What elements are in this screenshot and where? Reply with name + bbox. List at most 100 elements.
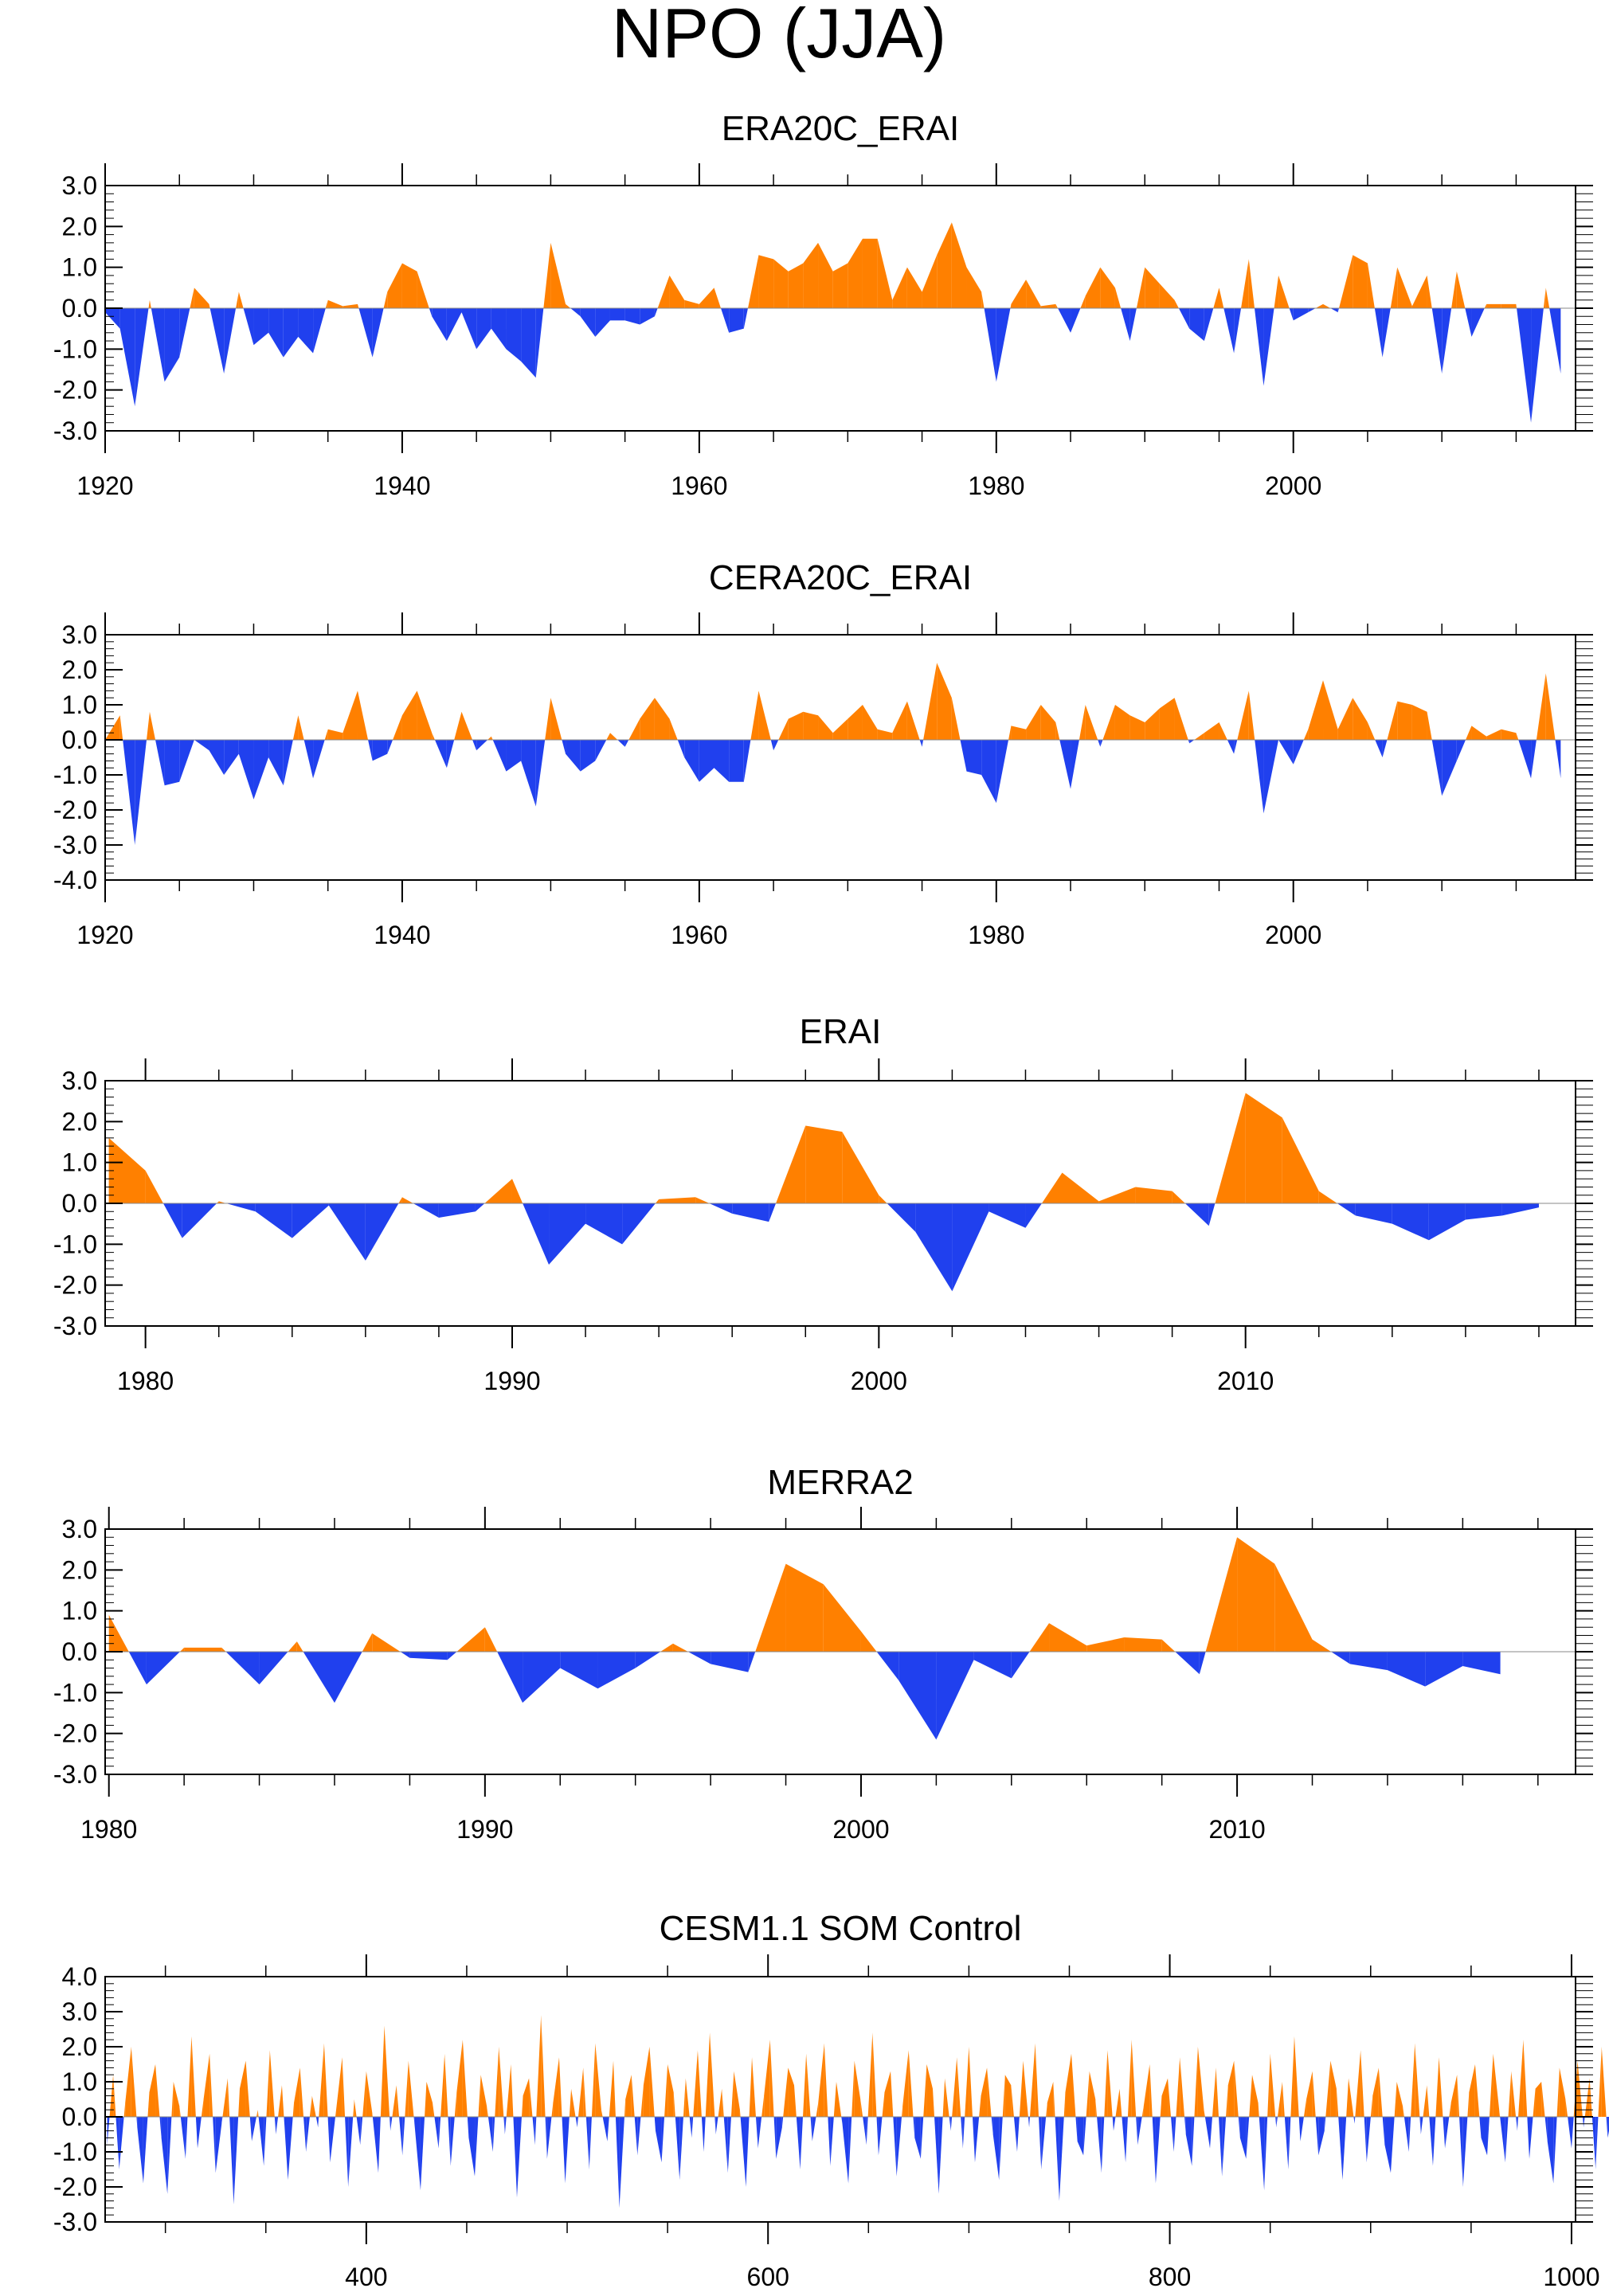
positive-area-segment xyxy=(951,222,967,308)
negative-area-segment xyxy=(609,308,625,321)
negative-area-segment xyxy=(677,740,685,757)
x-tick-label: 2000 xyxy=(851,1367,907,1395)
positive-area-segment xyxy=(1011,2085,1014,2117)
negative-area-segment xyxy=(575,2117,577,2128)
positive-area-segment xyxy=(529,2078,533,2117)
positive-area-segment xyxy=(705,2032,711,2117)
positive-area-segment xyxy=(816,2102,819,2117)
positive-area-segment xyxy=(752,2057,756,2117)
negative-area-segment xyxy=(1293,740,1304,765)
positive-area-segment xyxy=(1353,698,1368,740)
negative-area-segment xyxy=(1428,1203,1466,1241)
positive-area-segment xyxy=(734,2071,740,2117)
positive-area-segment xyxy=(832,263,848,308)
negative-area-segment xyxy=(1392,1203,1429,1241)
positive-area-segment xyxy=(1085,705,1098,740)
positive-area-segment xyxy=(854,2060,861,2117)
negative-area-segment xyxy=(1517,308,1532,423)
positive-area-segment xyxy=(664,2064,668,2117)
positive-area-segment xyxy=(966,267,982,308)
positive-area-segment xyxy=(877,238,893,308)
positive-area-segment xyxy=(693,2050,698,2117)
positive-area-segment xyxy=(697,2050,702,2117)
positive-area-segment xyxy=(824,2043,828,2117)
negative-area-segment xyxy=(123,740,135,845)
negative-area-segment xyxy=(1382,740,1388,757)
y-tick-label: 2.0 xyxy=(62,1555,97,1584)
negative-area-segment xyxy=(348,2117,354,2187)
positive-area-segment xyxy=(714,287,721,308)
positive-area-segment xyxy=(319,2043,324,2117)
positive-area-segment xyxy=(1457,2075,1460,2117)
positive-area-segment xyxy=(1080,295,1086,308)
positive-area-segment xyxy=(965,2047,969,2117)
negative-area-segment xyxy=(1071,740,1079,789)
negative-area-segment xyxy=(1188,740,1190,744)
positive-area-segment xyxy=(1102,705,1115,740)
positive-area-segment xyxy=(882,2092,885,2117)
negative-area-segment xyxy=(973,1652,1012,1679)
positive-area-segment xyxy=(945,2078,949,2117)
positive-area-segment xyxy=(1411,705,1427,740)
negative-area-segment xyxy=(492,2117,495,2152)
negative-area-segment xyxy=(546,2117,552,2159)
positive-area-segment xyxy=(631,2075,635,2117)
y-tick-label: -3.0 xyxy=(53,831,97,859)
negative-area-segment xyxy=(365,1203,399,1261)
positive-area-segment xyxy=(803,711,819,740)
positive-area-segment xyxy=(773,259,789,308)
positive-area-segment xyxy=(239,2060,246,2117)
negative-area-segment xyxy=(589,2117,592,2169)
positive-area-segment xyxy=(1026,705,1041,740)
negative-area-segment xyxy=(699,740,714,782)
positive-area-segment xyxy=(541,2015,546,2117)
negative-area-segment xyxy=(896,2117,902,2177)
positive-area-segment xyxy=(354,2099,357,2117)
negative-area-segment xyxy=(961,2117,963,2149)
negative-area-segment xyxy=(893,2117,897,2177)
negative-area-segment xyxy=(679,2117,683,2181)
positive-area-segment xyxy=(979,2095,981,2117)
negative-area-segment xyxy=(535,740,546,807)
positive-area-segment xyxy=(1387,701,1398,740)
negative-area-segment xyxy=(306,2117,310,2152)
positive-area-segment xyxy=(1325,2060,1331,2117)
positive-area-segment xyxy=(1346,2078,1349,2117)
negative-area-segment xyxy=(812,2117,816,2141)
positive-area-segment xyxy=(1205,1537,1238,1652)
positive-area-segment xyxy=(462,2040,468,2117)
negative-area-segment xyxy=(1387,1652,1426,1687)
positive-area-segment xyxy=(108,1137,146,1203)
positive-area-segment xyxy=(398,1197,402,1203)
positive-area-segment xyxy=(1349,2078,1354,2117)
negative-area-segment xyxy=(1011,1652,1030,1679)
negative-area-segment xyxy=(1606,2117,1608,2138)
negative-area-segment xyxy=(264,2117,267,2166)
positive-area-segment xyxy=(906,701,920,740)
x-tick-label: 1980 xyxy=(117,1367,174,1395)
positive-area-segment xyxy=(119,715,123,740)
positive-area-segment xyxy=(311,2095,316,2117)
negative-area-segment xyxy=(356,2117,361,2145)
positive-area-segment xyxy=(327,299,343,308)
negative-area-segment xyxy=(284,2117,288,2181)
positive-area-segment xyxy=(456,2040,463,2117)
negative-area-segment xyxy=(1083,2117,1086,2156)
negative-area-segment xyxy=(800,2117,804,2169)
positive-area-segment xyxy=(1194,733,1204,740)
positive-area-segment xyxy=(1176,2057,1180,2117)
positive-area-segment xyxy=(1219,287,1224,308)
negative-area-segment xyxy=(1171,2117,1174,2152)
positive-area-segment xyxy=(454,2092,457,2117)
positive-area-segment xyxy=(1282,1117,1319,1203)
negative-area-segment xyxy=(259,1652,288,1685)
negative-area-segment xyxy=(1263,740,1279,814)
positive-area-segment xyxy=(892,267,907,308)
negative-area-segment xyxy=(842,2117,849,2184)
negative-area-segment xyxy=(1318,2117,1325,2156)
positive-area-segment xyxy=(417,690,433,740)
chart-title: ERA20C_ERAI xyxy=(722,109,959,148)
positive-area-segment xyxy=(969,2047,973,2117)
y-tick-label: 0.0 xyxy=(62,1189,97,1218)
positive-area-segment xyxy=(1427,275,1432,308)
